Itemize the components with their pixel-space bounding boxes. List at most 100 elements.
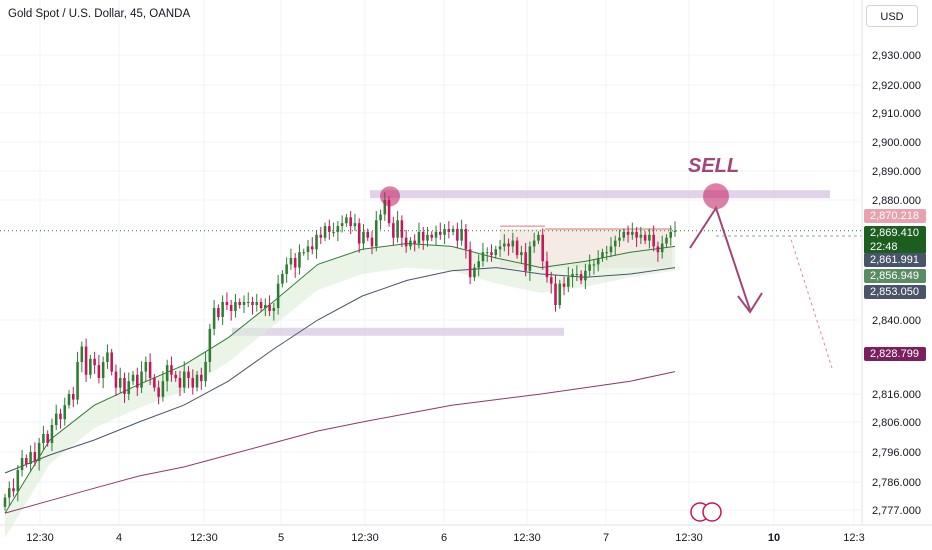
candle-body bbox=[114, 371, 118, 388]
candle-body bbox=[59, 413, 62, 420]
price-label-current: 2,869.410 22:48 bbox=[864, 226, 926, 254]
candle-body bbox=[89, 358, 92, 375]
symbol-title[interactable]: Gold Spot / U.S. Dollar, 45, OANDA bbox=[8, 8, 191, 20]
price-axis[interactable]: 2,930.000 2,920.000 2,910.000 2,900.000 2,89… bbox=[861, 0, 921, 525]
candle-body bbox=[451, 229, 455, 232]
candle-body bbox=[490, 252, 493, 256]
candle-body bbox=[515, 240, 519, 256]
candle-body bbox=[639, 234, 643, 238]
candle-body bbox=[161, 381, 165, 397]
candle-body bbox=[72, 394, 75, 400]
candle-body bbox=[3, 497, 7, 507]
candle-body bbox=[259, 302, 263, 308]
candle-body bbox=[46, 434, 49, 443]
candle-body bbox=[349, 217, 352, 227]
candle-body bbox=[144, 361, 148, 372]
price-tick-label: 2,910.000 bbox=[872, 108, 921, 120]
candle-body bbox=[477, 261, 480, 268]
candle-body bbox=[319, 234, 323, 238]
candle-body bbox=[272, 308, 276, 311]
candle-body bbox=[370, 237, 374, 247]
time-tick-label: 12:30 bbox=[190, 532, 218, 544]
time-tick-label: 10 bbox=[768, 532, 780, 544]
candle-body bbox=[289, 258, 293, 265]
candle-body bbox=[323, 226, 327, 238]
candle-body bbox=[468, 249, 472, 278]
candle-body bbox=[532, 240, 536, 247]
cloud-area bbox=[5, 243, 675, 538]
candle-body bbox=[29, 452, 32, 464]
candle-body bbox=[592, 264, 596, 266]
price-label-target: 2,828.799 bbox=[864, 347, 926, 361]
candle-body bbox=[575, 274, 579, 275]
candle-body bbox=[357, 223, 361, 244]
candle-body bbox=[340, 223, 344, 227]
candle-body bbox=[101, 361, 105, 378]
price-tick-label: 2,786.000 bbox=[872, 477, 921, 489]
candle-body bbox=[562, 283, 566, 287]
price-tick-label: 2,930.000 bbox=[872, 50, 921, 62]
candle-body bbox=[63, 405, 67, 420]
candle-body bbox=[332, 231, 335, 233]
candle-body bbox=[554, 283, 557, 305]
candle-body bbox=[191, 377, 195, 388]
ma-fast-line bbox=[4, 242, 676, 514]
candle-body bbox=[12, 488, 15, 492]
candle-body bbox=[97, 365, 101, 378]
candle-body bbox=[584, 270, 587, 281]
candle-body bbox=[618, 237, 621, 241]
candle-body bbox=[268, 305, 271, 311]
time-axis[interactable]: 12:30 4 12:30 5 12:30 6 12:30 7 12:30 10 12:3 bbox=[0, 524, 932, 544]
candle-body bbox=[507, 243, 510, 247]
candle-body bbox=[374, 220, 378, 247]
support-band bbox=[232, 327, 564, 336]
price-tick-label: 2,900.000 bbox=[872, 137, 921, 149]
candle-body bbox=[426, 234, 429, 241]
price-tick-label: 2,777.000 bbox=[872, 505, 921, 517]
candle-body bbox=[443, 229, 446, 235]
candle-body bbox=[37, 443, 41, 461]
candle-body bbox=[392, 223, 395, 238]
candle-body bbox=[537, 234, 540, 241]
candle-body bbox=[76, 361, 79, 400]
candle-body bbox=[127, 381, 131, 394]
price-label-ma-slow: 2,853.050 bbox=[864, 285, 926, 299]
candle-body bbox=[545, 261, 549, 278]
candle-body bbox=[413, 240, 416, 244]
candle-body bbox=[421, 231, 425, 241]
candle-body bbox=[302, 252, 306, 254]
candle-body bbox=[498, 246, 502, 250]
candle-body bbox=[123, 377, 126, 394]
logo-right-circle bbox=[702, 502, 722, 522]
bar-countdown: 22:48 bbox=[870, 241, 898, 253]
candle-body bbox=[464, 229, 468, 250]
candle-body bbox=[187, 371, 190, 378]
candle-body bbox=[601, 252, 604, 258]
candle-body bbox=[567, 277, 570, 287]
candle-body bbox=[631, 231, 634, 235]
price-tick-label: 2,816.000 bbox=[872, 389, 921, 401]
candle-body bbox=[306, 246, 310, 253]
time-tick-label: 12:30 bbox=[513, 532, 541, 544]
currency-button[interactable]: USD bbox=[866, 5, 918, 27]
candle-body bbox=[50, 425, 54, 443]
candle-body bbox=[460, 229, 463, 241]
candle-body bbox=[409, 240, 412, 247]
candle-body bbox=[643, 234, 647, 241]
ma-long-line bbox=[4, 371, 676, 514]
candle-body bbox=[93, 358, 96, 366]
candle-body bbox=[456, 229, 459, 241]
candle-body bbox=[195, 374, 199, 388]
moving-averages bbox=[4, 242, 676, 538]
candle-body bbox=[656, 246, 660, 253]
candle-body bbox=[242, 302, 246, 305]
candle-body bbox=[366, 231, 370, 238]
candle-body bbox=[20, 458, 24, 470]
time-tick-label: 4 bbox=[116, 532, 122, 544]
candle-body bbox=[328, 226, 331, 232]
candle-body bbox=[212, 308, 216, 329]
candle-body bbox=[588, 264, 591, 271]
sell-point-marker bbox=[703, 183, 729, 210]
